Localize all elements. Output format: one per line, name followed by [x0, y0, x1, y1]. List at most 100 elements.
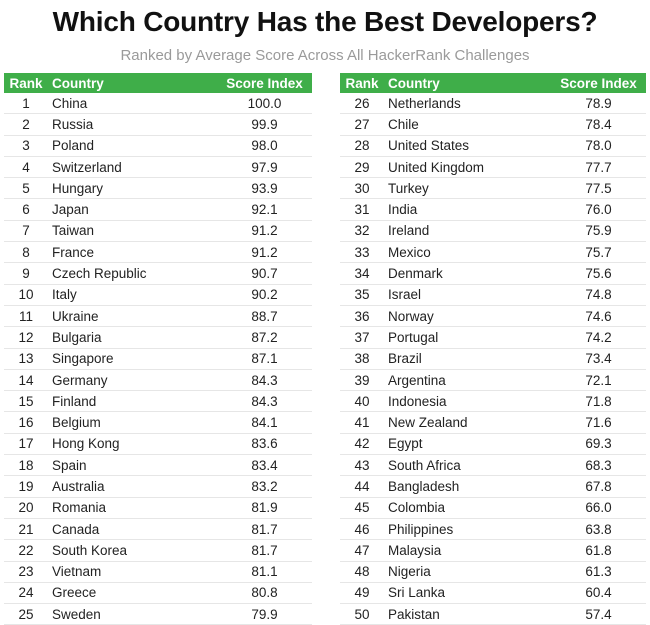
cell-rank: 31 — [340, 198, 384, 221]
cell-score: 69.3 — [551, 433, 646, 456]
cell-rank: 25 — [4, 603, 48, 625]
cell-rank: 39 — [340, 369, 384, 392]
cell-rank: 46 — [340, 518, 384, 541]
cell-rank: 7 — [4, 220, 48, 243]
cell-rank: 2 — [4, 113, 48, 136]
cell-rank: 9 — [4, 262, 48, 285]
cell-country: Malaysia — [384, 539, 551, 562]
cell-score: 97.9 — [217, 156, 312, 179]
table-row: 34 Denmark 75.6 — [340, 262, 646, 285]
table-row: 14 Germany 84.3 — [4, 369, 312, 392]
table-row: 20 Romania 81.9 — [4, 497, 312, 519]
cell-score: 93.9 — [217, 177, 312, 200]
cell-rank: 24 — [4, 582, 48, 605]
cell-score: 81.9 — [217, 497, 312, 519]
cell-country: Norway — [384, 305, 551, 328]
cell-score: 75.9 — [551, 220, 646, 243]
cell-rank: 13 — [4, 348, 48, 370]
cell-rank: 4 — [4, 156, 48, 179]
cell-score: 90.7 — [217, 262, 312, 285]
cell-country: Brazil — [384, 348, 551, 370]
cell-country: New Zealand — [384, 411, 551, 434]
cell-country: Italy — [48, 284, 217, 306]
cell-score: 57.4 — [551, 603, 646, 625]
page-subtitle: Ranked by Average Score Across All Hacke… — [120, 47, 530, 64]
table-row: 23 Vietnam 81.1 — [4, 561, 312, 583]
cell-score: 78.9 — [551, 93, 646, 115]
cell-score: 68.3 — [551, 454, 646, 477]
cell-country: Spain — [48, 454, 217, 477]
table-row: 50 Pakistan 57.4 — [340, 603, 646, 625]
cell-rank: 37 — [340, 326, 384, 349]
cell-rank: 22 — [4, 539, 48, 562]
ranking-table-left: Rank Country Score Index 1 China 100.0 2 Rus… — [4, 73, 312, 625]
cell-rank: 30 — [340, 177, 384, 200]
cell-country: Romania — [48, 497, 217, 519]
cell-score: 73.4 — [551, 348, 646, 370]
cell-country: Egypt — [384, 433, 551, 456]
table-row: 36 Norway 74.6 — [340, 305, 646, 328]
table-row: 46 Philippines 63.8 — [340, 518, 646, 541]
cell-score: 87.1 — [217, 348, 312, 370]
cell-score: 79.9 — [217, 603, 312, 625]
table-row: 9 Czech Republic 90.7 — [4, 262, 312, 285]
table-row: 8 France 91.2 — [4, 241, 312, 264]
cell-score: 61.3 — [551, 561, 646, 583]
table-row: 13 Singapore 87.1 — [4, 348, 312, 370]
cell-rank: 32 — [340, 220, 384, 243]
cell-score: 72.1 — [551, 369, 646, 392]
cell-rank: 6 — [4, 198, 48, 221]
cell-score: 71.8 — [551, 390, 646, 413]
table-row: 24 Greece 80.8 — [4, 582, 312, 605]
table-row: 19 Australia 83.2 — [4, 475, 312, 498]
cell-rank: 47 — [340, 539, 384, 562]
cell-country: Colombia — [384, 497, 551, 519]
cell-country: Bangladesh — [384, 475, 551, 498]
cell-rank: 23 — [4, 561, 48, 583]
cell-score: 81.7 — [217, 518, 312, 541]
cell-score: 100.0 — [217, 93, 312, 115]
cell-rank: 26 — [340, 93, 384, 115]
cell-rank: 11 — [4, 305, 48, 328]
table-row: 3 Poland 98.0 — [4, 135, 312, 157]
cell-score: 74.2 — [551, 326, 646, 349]
cell-rank: 48 — [340, 561, 384, 583]
cell-score: 60.4 — [551, 582, 646, 605]
cell-rank: 10 — [4, 284, 48, 306]
cell-country: Indonesia — [384, 390, 551, 413]
cell-score: 84.3 — [217, 390, 312, 413]
cell-score: 74.8 — [551, 284, 646, 306]
cell-rank: 36 — [340, 305, 384, 328]
cell-country: South Korea — [48, 539, 217, 562]
cell-rank: 44 — [340, 475, 384, 498]
cell-country: Pakistan — [384, 603, 551, 625]
cell-country: Hong Kong — [48, 433, 217, 456]
table-row: 33 Mexico 75.7 — [340, 241, 646, 264]
cell-rank: 16 — [4, 411, 48, 434]
cell-rank: 40 — [340, 390, 384, 413]
cell-score: 81.7 — [217, 539, 312, 562]
cell-rank: 45 — [340, 497, 384, 519]
cell-score: 78.0 — [551, 135, 646, 157]
table-row: 28 United States 78.0 — [340, 135, 646, 157]
cell-country: Greece — [48, 582, 217, 605]
cell-rank: 35 — [340, 284, 384, 306]
cell-rank: 41 — [340, 411, 384, 434]
table-row: 1 China 100.0 — [4, 93, 312, 115]
table-row: 42 Egypt 69.3 — [340, 433, 646, 456]
cell-rank: 34 — [340, 262, 384, 285]
table-row: 21 Canada 81.7 — [4, 518, 312, 541]
table-row: 2 Russia 99.9 — [4, 113, 312, 136]
cell-country: China — [48, 93, 217, 115]
table-row: 12 Bulgaria 87.2 — [4, 326, 312, 349]
cell-score: 75.7 — [551, 241, 646, 264]
table-row: 32 Ireland 75.9 — [340, 220, 646, 243]
table-row: 15 Finland 84.3 — [4, 390, 312, 413]
cell-country: Sweden — [48, 603, 217, 625]
cell-score: 80.8 — [217, 582, 312, 605]
cell-score: 87.2 — [217, 326, 312, 349]
cell-rank: 18 — [4, 454, 48, 477]
cell-score: 63.8 — [551, 518, 646, 541]
table-row: 17 Hong Kong 83.6 — [4, 433, 312, 456]
column-header-country: Country — [384, 73, 551, 93]
